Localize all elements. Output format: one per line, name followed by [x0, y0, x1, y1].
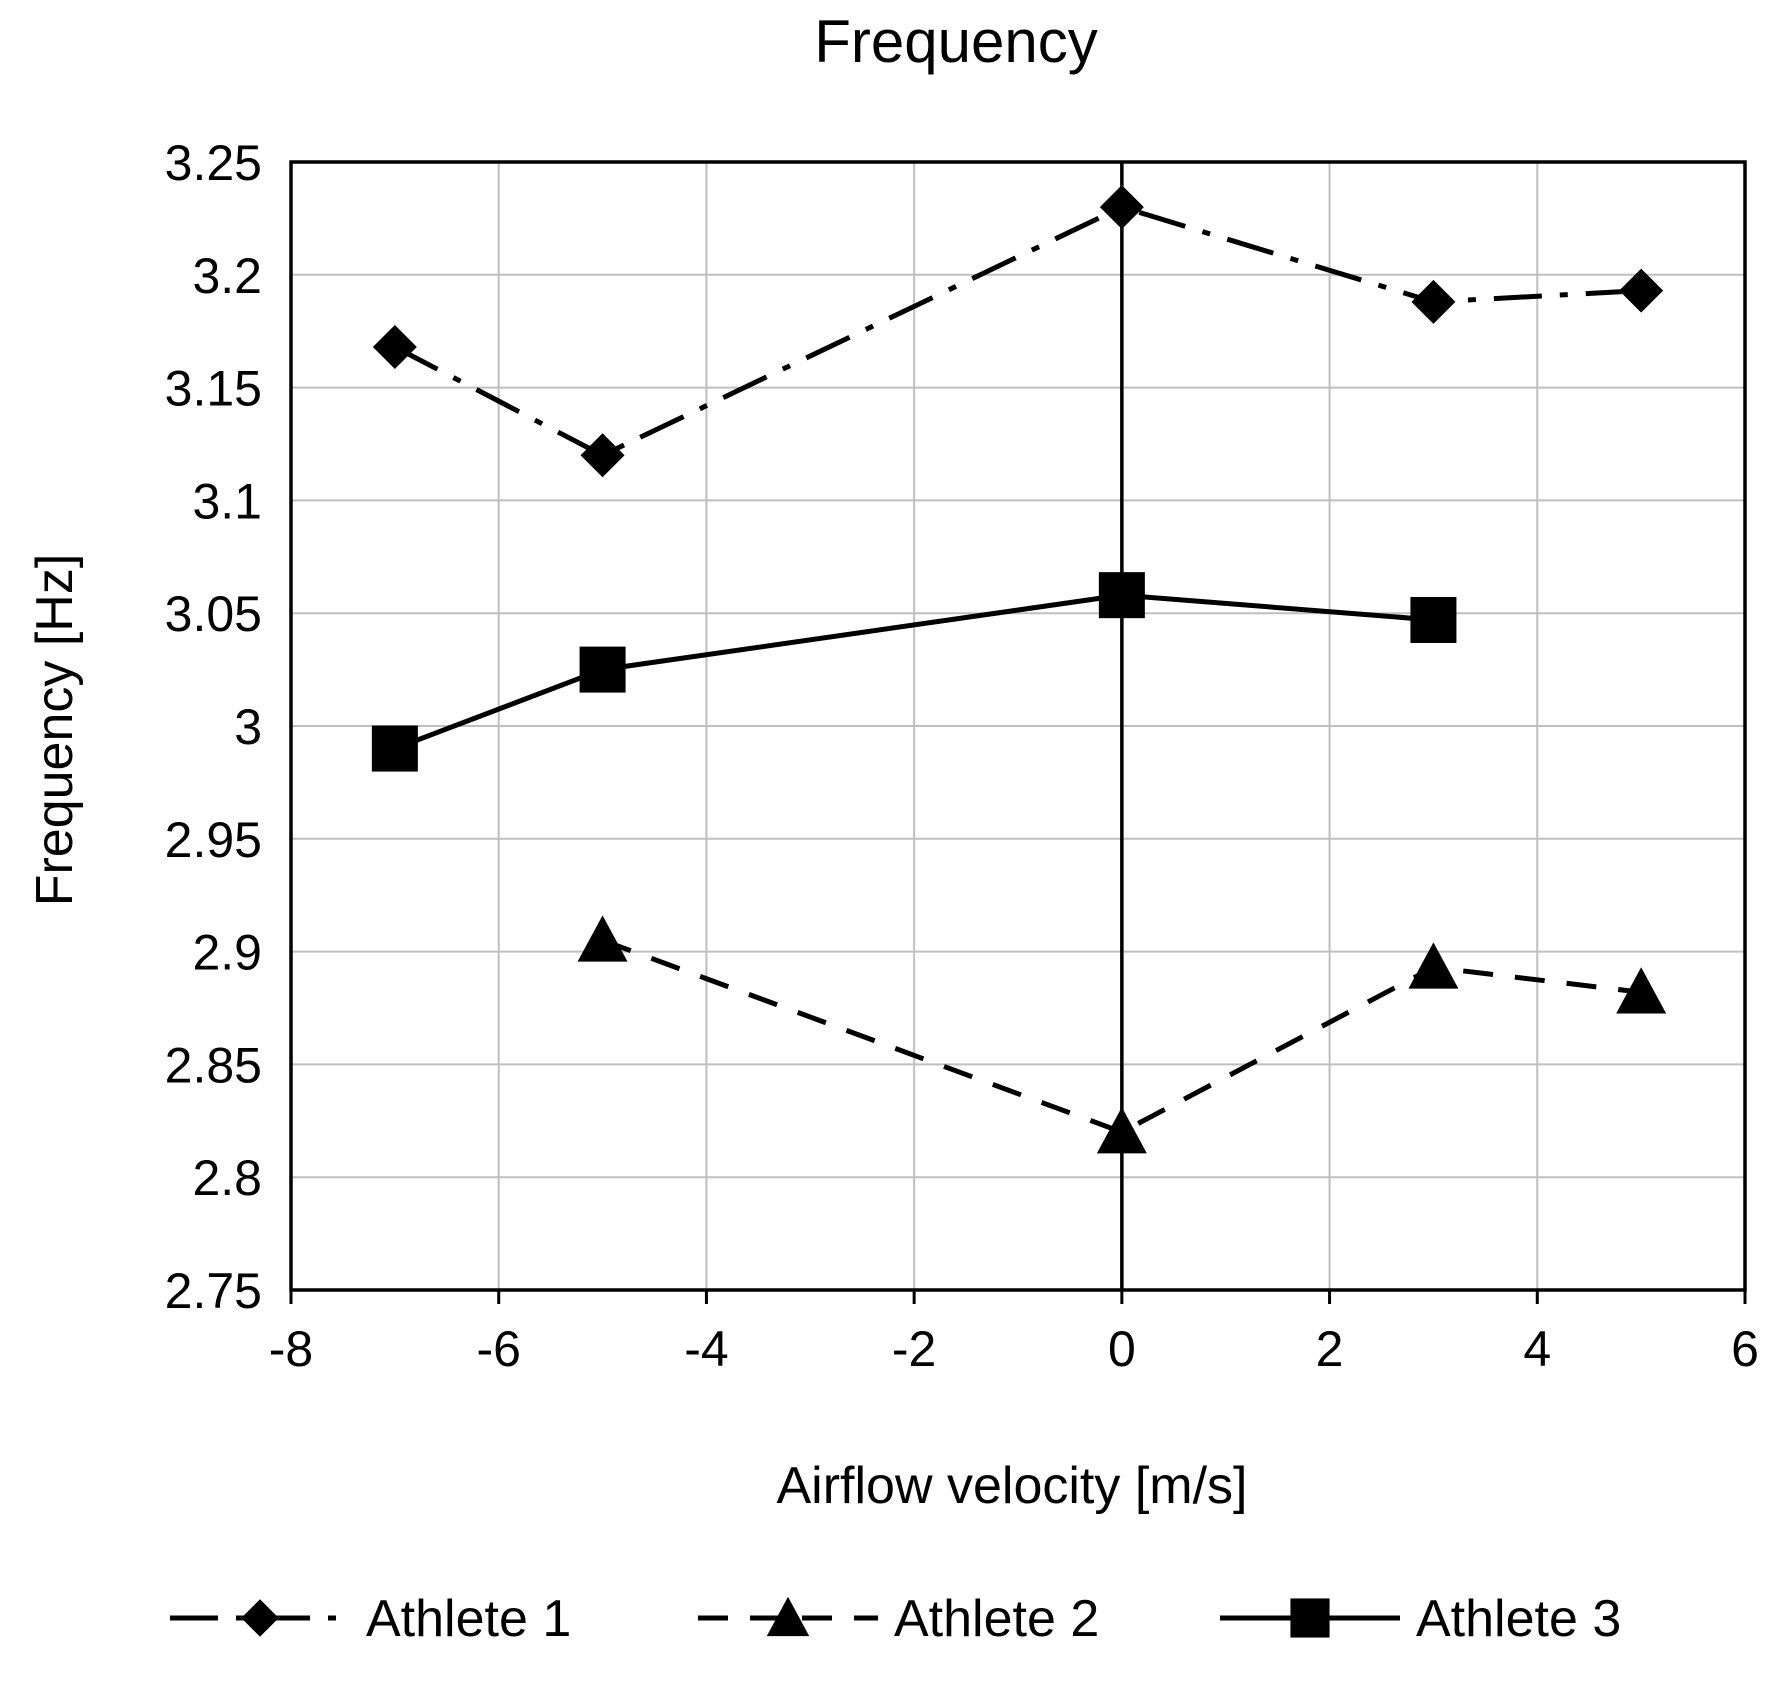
x-tick-label: -6 — [476, 1321, 520, 1377]
data-point-triangle — [577, 915, 628, 962]
legend-marker-square — [1290, 1598, 1330, 1638]
data-point-triangle — [1408, 942, 1459, 989]
x-axis-label: Airflow velocity [m/s] — [777, 1457, 1248, 1515]
legend-item-1: Athlete 1 — [170, 1590, 571, 1648]
legend-marker-triangle — [766, 1596, 810, 1637]
y-tick-label: 2.8 — [192, 1150, 262, 1206]
y-tick-label: 3.2 — [192, 248, 262, 304]
x-tick-label: 4 — [1523, 1321, 1551, 1377]
legend-marker-diamond — [241, 1599, 279, 1637]
data-point-square — [1410, 596, 1457, 643]
y-tick-label: 3 — [234, 699, 262, 755]
legend-label: Athlete 1 — [366, 1590, 571, 1648]
legend-item-3: Athlete 3 — [1220, 1590, 1621, 1648]
data-point-diamond — [1099, 185, 1144, 230]
series-layer — [371, 185, 1667, 1154]
legend-label: Athlete 2 — [894, 1590, 1099, 1648]
y-tick-label: 3.1 — [192, 473, 262, 529]
x-tick-label: 6 — [1731, 1321, 1759, 1377]
data-point-triangle — [1096, 1107, 1147, 1154]
data-point-diamond — [580, 433, 625, 478]
y-tick-label: 3.25 — [165, 135, 262, 191]
series-athlete-1 — [372, 185, 1664, 478]
series-line — [601, 937, 1642, 1135]
y-tick-label: 2.85 — [165, 1037, 262, 1093]
x-tick-label: 2 — [1316, 1321, 1344, 1377]
x-tick-label: -4 — [684, 1321, 728, 1377]
chart-title: Frequency — [814, 8, 1097, 75]
series-athlete-3 — [371, 572, 1457, 772]
legend: Athlete 1 Athlete 2 Athlete 3 — [170, 1590, 1621, 1648]
y-tick-label: 3.05 — [165, 586, 262, 642]
x-tick-label: -2 — [892, 1321, 936, 1377]
data-point-square — [371, 725, 418, 772]
data-point-diamond — [1619, 268, 1664, 313]
y-tick-label: 2.9 — [192, 925, 262, 981]
series-athlete-2 — [577, 915, 1667, 1154]
legend-label: Athlete 3 — [1416, 1590, 1621, 1648]
axes — [289, 160, 1747, 1304]
y-tick-label: 2.75 — [165, 1263, 262, 1319]
x-tick-label: -8 — [269, 1321, 313, 1377]
data-point-triangle — [1616, 967, 1667, 1014]
series-line — [393, 592, 1434, 751]
tick-labels: 2.75 2.8 2.85 2.9 2.95 3 3.05 3.1 3.15 3.2 3.25 -8 -… — [165, 135, 1759, 1377]
data-point-square — [579, 646, 626, 693]
x-tick-label: 0 — [1108, 1321, 1136, 1377]
data-point-diamond — [372, 324, 417, 369]
data-point-diamond — [1411, 279, 1456, 324]
data-point-square — [1098, 572, 1145, 619]
y-axis-label: Frequency [Hz] — [26, 554, 84, 907]
plot-frame — [289, 160, 1747, 1292]
y-tick-label: 3.15 — [165, 361, 262, 417]
y-tick-label: 2.95 — [165, 812, 262, 868]
legend-item-2: Athlete 2 — [698, 1590, 1099, 1648]
